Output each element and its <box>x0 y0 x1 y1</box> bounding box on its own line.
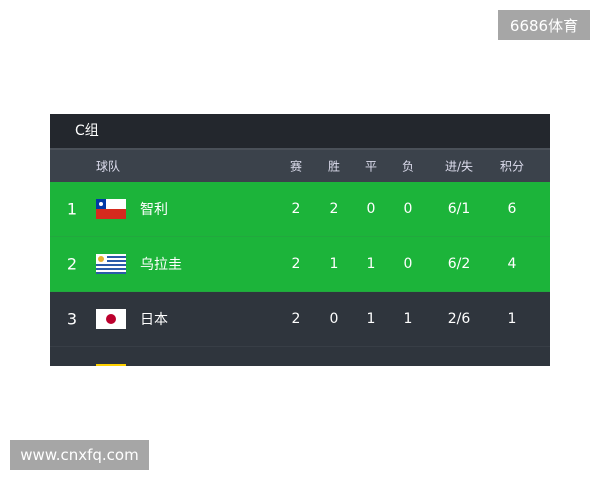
table-row[interactable]: 2 乌拉圭 2 1 1 0 6/2 4 <box>50 237 550 292</box>
table-row[interactable]: 3 日本 2 0 1 1 2/6 1 <box>50 292 550 347</box>
points-value: 1 <box>507 311 517 327</box>
points-value: 6 <box>507 201 517 217</box>
header-played: 赛 <box>289 159 303 174</box>
won-value: 0 <box>329 311 339 327</box>
japan-flag-icon <box>96 309 126 329</box>
uruguay-flag-icon <box>96 254 126 274</box>
watermark-top: 6686体育 <box>498 10 590 40</box>
rank: 1 <box>66 199 78 219</box>
header-goals: 进/失 <box>444 159 474 174</box>
team-name: 日本 <box>140 312 168 328</box>
header-points: 积分 <box>499 159 525 174</box>
lost-value: 1 <box>403 311 413 327</box>
goals-value: 6/1 <box>447 201 471 217</box>
draw-value: 1 <box>366 311 376 327</box>
table-row[interactable]: 4厄瓜多尔20021/80 <box>50 347 550 366</box>
rank: 3 <box>66 309 78 329</box>
played-value: 2 <box>291 311 301 327</box>
goals-value: 2/6 <box>447 311 471 327</box>
points-value: 4 <box>507 256 517 272</box>
lost-value: 0 <box>403 256 413 272</box>
watermark-bottom: www.cnxfq.com <box>10 440 149 470</box>
draw-value: 1 <box>366 256 376 272</box>
won-value: 2 <box>329 201 339 217</box>
goals-value: 6/2 <box>447 256 471 272</box>
header-won: 胜 <box>327 159 341 174</box>
draw-value: 0 <box>366 201 376 217</box>
played-value: 2 <box>291 256 301 272</box>
team-name: 智利 <box>140 202 168 218</box>
team-name: 乌拉圭 <box>140 257 182 273</box>
chile-flag-icon <box>96 199 126 219</box>
rank: 2 <box>66 254 78 274</box>
team-name: 厄瓜多尔 <box>140 364 196 366</box>
won-value: 1 <box>329 256 339 272</box>
lost-value: 0 <box>403 201 413 217</box>
table-row[interactable]: 1 智利 2 2 0 0 6/1 6 <box>50 182 550 237</box>
rank: 4 <box>67 365 77 367</box>
ecuador-flag-icon <box>96 364 126 366</box>
header-team: 球队 <box>96 159 121 174</box>
table-header: 球队 赛 胜 平 负 进/失 积分 <box>50 148 550 182</box>
header-draw: 平 <box>364 159 378 174</box>
header-lost: 负 <box>401 159 415 174</box>
standings-table: C组 球队 赛 胜 平 负 进/失 积分 1 智利 2 2 0 0 6/1 6 2 乌拉圭 2 1 1 0… <box>50 114 550 366</box>
group-title: C组 <box>50 114 550 148</box>
played-value: 2 <box>291 201 301 217</box>
